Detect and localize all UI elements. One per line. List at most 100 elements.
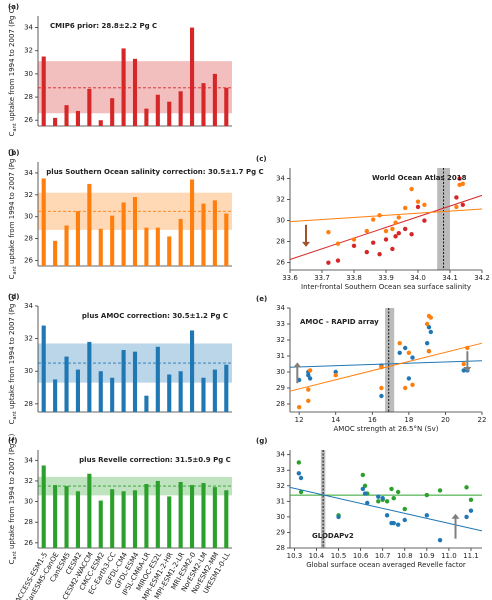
panel-label: (c) [256,155,267,163]
point [393,220,398,225]
point [422,218,427,223]
x-tick-label: 20 [441,416,450,424]
bar [132,490,138,548]
bar [87,88,92,126]
point [415,204,421,210]
point [468,508,474,513]
y-label-sub: ant [12,123,18,131]
bar [144,108,149,126]
bar [53,379,58,412]
point [326,229,331,235]
bar [224,213,229,266]
bar [53,240,58,266]
point [296,405,302,410]
point [336,514,341,520]
y-label-text: uptake from 1994 to 2007 (Pg C) [8,148,16,266]
point [409,186,414,192]
y-axis-label: Cant uptake from 1994 to 2007 (Pg C) [8,293,18,424]
bar [75,110,80,126]
x-axis-label: AMOC strength at 26.5°N (Sv) [333,425,438,433]
x-tick-label: 34.1 [442,274,458,282]
bar [98,228,103,266]
x-tick-label: 34.2 [474,274,490,282]
y-tick-label: 32 [24,47,33,55]
point [376,499,381,504]
bar [75,211,80,266]
y-tick-label: 30 [276,513,285,521]
bar [155,94,160,126]
point [298,475,304,481]
bar [87,473,92,548]
panel-label: (b) [8,149,19,157]
x-tick-label: 10.5 [331,552,347,560]
panel-label: (g) [256,437,267,445]
point [457,182,462,188]
bar [53,485,58,548]
bar [167,101,172,126]
y-tick-label: 32 [24,191,33,199]
point [393,234,398,239]
point [360,472,366,478]
bar [132,58,138,127]
bar [224,87,229,126]
point [379,385,384,391]
point [296,460,302,465]
arrow-head [293,362,302,368]
point [362,491,368,496]
bar [64,486,69,548]
y-axis-label: Cant uptake from 1994 to 2007 (Pg C) [8,148,18,279]
x-tick-label: 10.8 [397,552,413,560]
x-tick-label: 33.8 [346,274,362,282]
y-tick-label: 28 [24,400,33,408]
point [426,325,432,330]
y-tick-label: 32 [276,336,285,344]
y-tick-label: 28 [276,238,285,246]
bar [144,227,149,266]
panel-title: plus Southern Ocean salinity correction:… [46,168,263,176]
point [360,486,366,492]
bar [64,356,69,412]
fit-line [289,486,483,532]
fit-line [289,194,483,260]
bar [87,183,92,266]
bar [190,485,195,548]
bar [190,179,195,266]
point [396,215,401,220]
y-tick-label: 34 [24,169,33,177]
point [307,376,313,381]
bar [167,236,172,266]
y-tick-label: 34 [276,451,285,459]
bar [201,483,206,548]
y-tick-label: 34 [24,456,33,464]
x-tick-label: 10.3 [287,552,303,560]
point [383,237,389,242]
y-label-sub: ant [12,266,18,274]
bar [167,496,172,548]
bar [167,374,172,412]
point [402,506,407,512]
y-label-symbol: C [8,419,16,424]
y-label-symbol: C [8,559,16,564]
bar [224,490,229,548]
panel-title: CMIP6 prior: 28.8±2.2 Pg C [50,22,157,30]
bar [110,377,115,412]
point [379,393,384,399]
point [464,485,469,490]
point [333,369,338,375]
y-tick-label: 26 [24,116,33,124]
bar [132,197,138,266]
x-tick-label: 18 [404,416,413,424]
x-axis-label: Inter-frontal Southern Ocean sea surface… [301,283,471,291]
point [351,237,357,242]
y-tick-label: 34 [24,302,33,310]
bar [64,105,69,126]
bar [212,369,217,412]
bar [178,371,183,412]
bar [41,56,46,126]
bar [132,351,138,412]
y-tick-label: 33 [276,466,285,474]
bar [212,487,217,548]
point [437,488,443,493]
panel-label: (f) [8,437,17,445]
